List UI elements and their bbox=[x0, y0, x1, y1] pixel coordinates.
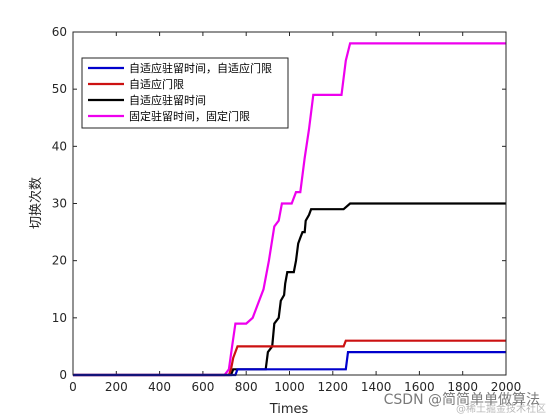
x-axis-label: Times bbox=[269, 402, 309, 417]
x-tick-label: 1600 bbox=[404, 380, 435, 394]
y-tick-label: 40 bbox=[52, 139, 67, 153]
watermark-text: CSDN @简简单单做算法 bbox=[384, 391, 540, 408]
y-tick-label: 60 bbox=[52, 25, 67, 39]
watermark-subtext: @稀土掘金技术社区 bbox=[456, 402, 546, 415]
series-line-2 bbox=[73, 202, 506, 377]
plot-frame bbox=[72, 31, 507, 376]
y-tick-labels: 0 10 20 30 40 50 60 bbox=[52, 25, 67, 382]
x-tick-label: 1200 bbox=[318, 380, 349, 394]
x-tick-label: 1800 bbox=[447, 380, 478, 394]
x-tick-label: 1400 bbox=[361, 380, 392, 394]
x-tick-label: 600 bbox=[191, 380, 214, 394]
x-tick-label: 400 bbox=[148, 380, 171, 394]
y-tick-label: 30 bbox=[52, 197, 67, 211]
x-tick-label: 0 bbox=[69, 380, 77, 394]
series-line-3 bbox=[73, 42, 506, 377]
x-tick-label: 2000 bbox=[491, 380, 522, 394]
y-axis-label: 切换次数 bbox=[28, 177, 44, 229]
x-tick-label: 200 bbox=[105, 380, 128, 394]
legend-label-1: 自适应门限 bbox=[129, 77, 184, 91]
legend-label-0: 自适应驻留时间，自适应门限 bbox=[129, 61, 272, 75]
y-tick-label: 20 bbox=[52, 254, 67, 268]
x-tick-label: 1000 bbox=[274, 380, 305, 394]
x-tick-label: 800 bbox=[235, 380, 258, 394]
x-tick-labels: 0 200 400 600 800 1000 1200 1400 1600 1800 2000 bbox=[69, 380, 521, 394]
y-tick-label: 10 bbox=[52, 311, 67, 325]
y-tick-label: 50 bbox=[52, 82, 67, 96]
legend-label-3: 固定驻留时间，固定门限 bbox=[129, 109, 250, 123]
legend-label-2: 自适应驻留时间 bbox=[129, 93, 206, 107]
y-tick-label: 0 bbox=[59, 368, 67, 382]
